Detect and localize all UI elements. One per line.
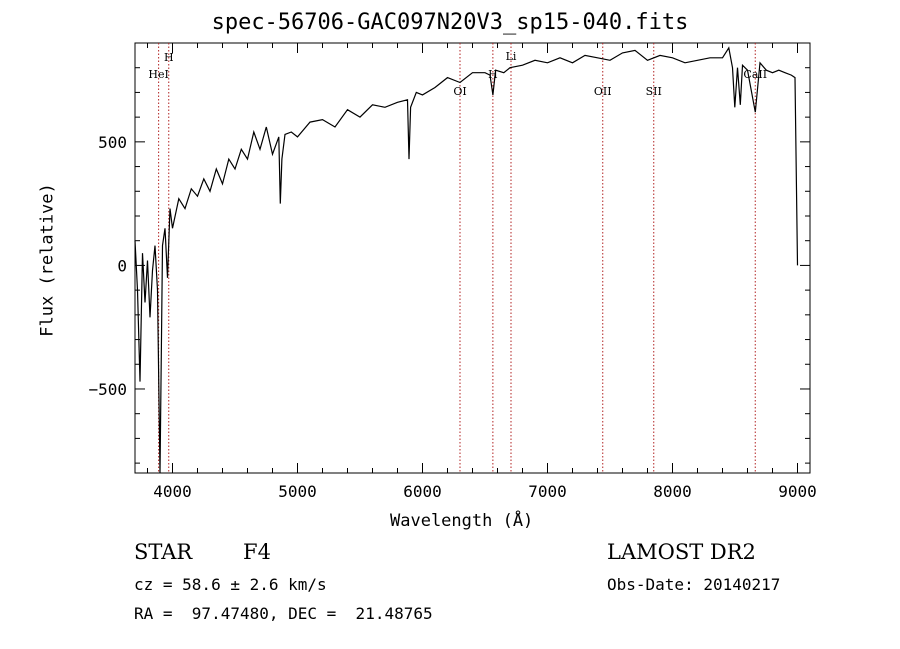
y-tick-label: −500 bbox=[88, 380, 127, 399]
spectral-line-label: OII bbox=[594, 85, 612, 98]
x-tick-label: 4000 bbox=[153, 482, 192, 501]
x-tick-label: 8000 bbox=[653, 482, 692, 501]
spectral-line-label: Li bbox=[506, 50, 517, 63]
y-tick-label: 500 bbox=[98, 133, 127, 152]
chart-title: spec-56706-GAC097N20V3_sp15-040.fits bbox=[211, 10, 689, 35]
x-axis-label: Wavelength (Å) bbox=[390, 511, 534, 531]
spectral-line-label: H bbox=[488, 68, 498, 81]
y-axis-label: Flux (relative) bbox=[37, 183, 58, 337]
spectral-subclass: F4 bbox=[243, 540, 271, 564]
x-tick-label: 9000 bbox=[778, 482, 817, 501]
x-tick-label: 5000 bbox=[278, 482, 317, 501]
survey-name: LAMOST DR2 bbox=[607, 540, 756, 564]
spectrum-series-line bbox=[134, 46, 799, 474]
y-tick-label: 0 bbox=[117, 256, 127, 275]
spectral-line-label: OI bbox=[453, 85, 466, 98]
observation-date: Obs-Date: 20140217 bbox=[607, 575, 781, 594]
spectral-line-label: H bbox=[164, 51, 174, 64]
object-type: STAR bbox=[134, 540, 193, 564]
coordinates: RA = 97.47480, DEC = 21.48765 bbox=[134, 604, 433, 623]
spectral-line-label: SII bbox=[646, 85, 662, 98]
spectral-line-label: HeI bbox=[148, 68, 168, 81]
x-tick-label: 7000 bbox=[528, 482, 567, 501]
plot-frame bbox=[134, 42, 811, 474]
series-layer bbox=[134, 46, 799, 474]
redshift-value: cz = 58.6 ± 2.6 km/s bbox=[134, 575, 327, 594]
x-tick-label: 6000 bbox=[403, 482, 442, 501]
axis-ticks: 4000 5000 6000 7000 8000 9000 −500 0 500 bbox=[88, 43, 817, 501]
